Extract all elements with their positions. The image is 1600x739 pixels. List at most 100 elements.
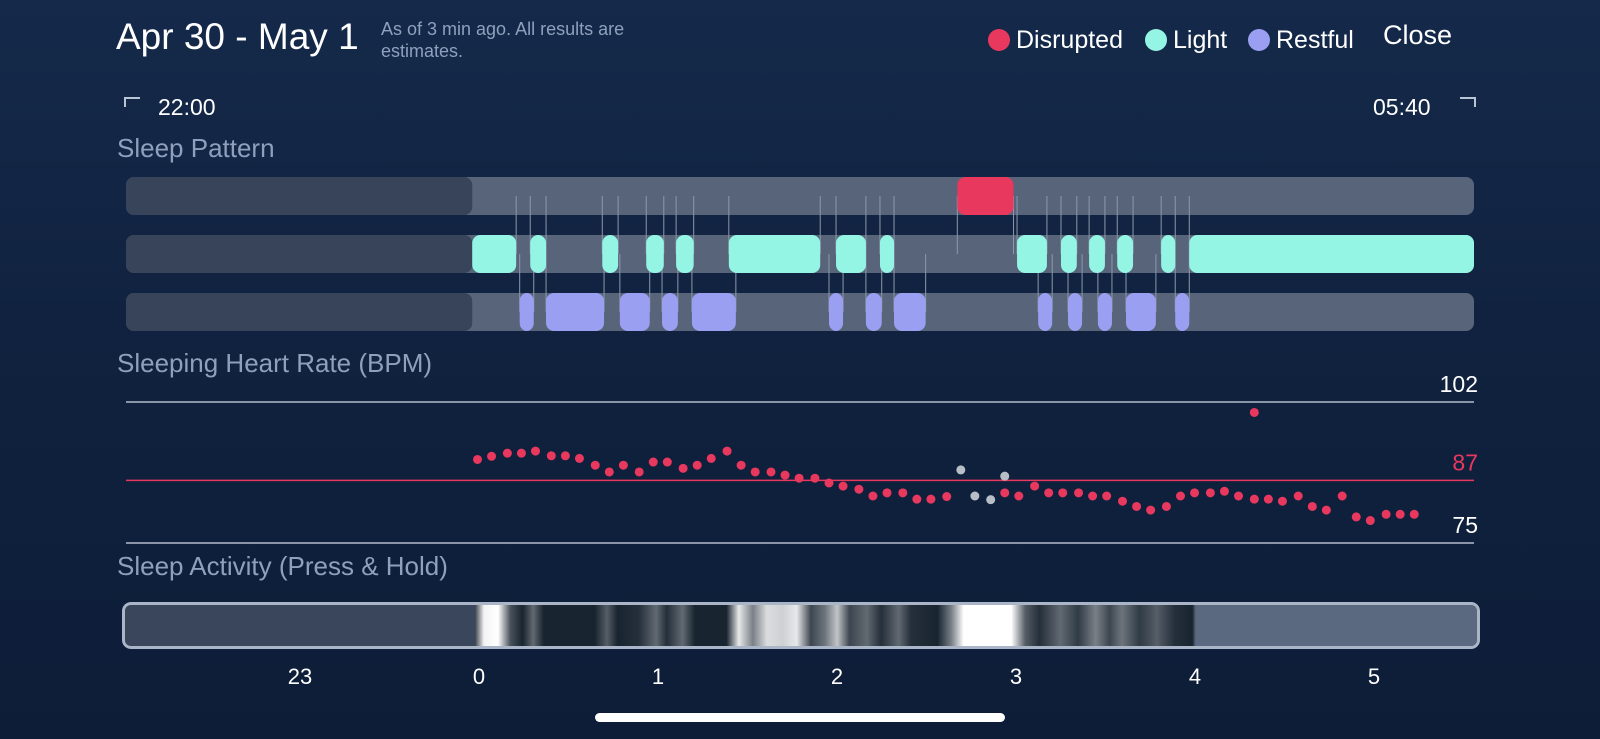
hr-point <box>1190 488 1200 498</box>
light-segment <box>836 235 866 273</box>
close-button[interactable]: Close <box>1382 20 1452 50</box>
disrupted-segment <box>957 177 1014 215</box>
hr-point <box>487 451 497 461</box>
restful-segment <box>828 293 844 331</box>
hr-point <box>898 488 908 498</box>
tick-label-0: 0 <box>472 664 486 689</box>
hr-point <box>838 481 848 491</box>
hr-point <box>1014 491 1024 501</box>
sleep-activity-heatmap <box>125 605 1477 646</box>
hr-point <box>736 460 746 470</box>
hr-point <box>560 451 570 461</box>
hr-point <box>1321 505 1331 515</box>
hr-point <box>1293 491 1303 501</box>
pattern-row-not-tracked <box>126 235 473 273</box>
hr-point <box>1263 494 1273 504</box>
hr-point <box>912 494 922 504</box>
light-dot-icon <box>1145 29 1167 51</box>
hr-point <box>590 460 600 470</box>
hr-point <box>1365 516 1375 526</box>
hr-point <box>1381 509 1391 519</box>
light-segment <box>602 235 619 273</box>
restful-segment <box>1097 293 1112 331</box>
pattern-row-not-tracked <box>126 293 473 331</box>
legend-disrupted: Disrupted <box>988 24 1123 56</box>
hr-point-excluded <box>986 495 996 505</box>
light-segment <box>1060 235 1077 273</box>
hr-point <box>706 453 716 463</box>
sleep-activity-bar[interactable] <box>122 602 1480 649</box>
end-time: 05:40 <box>1373 94 1431 120</box>
restful-segment <box>546 293 605 331</box>
hr-point <box>868 491 878 501</box>
hr-point <box>722 446 732 456</box>
end-bracket-icon <box>1460 97 1476 107</box>
hr-point <box>1118 496 1128 506</box>
hr-point <box>530 446 540 456</box>
hr-point <box>766 467 776 477</box>
hr-point <box>1074 488 1084 498</box>
hr-point <box>472 454 482 464</box>
hr-point <box>618 460 628 470</box>
restful-segment <box>1175 293 1190 331</box>
light-segment <box>676 235 694 273</box>
hr-point <box>1409 509 1419 519</box>
hr-point <box>1249 494 1259 504</box>
hr-point <box>502 448 512 458</box>
hr-point <box>810 473 820 483</box>
hr-point <box>1088 491 1098 501</box>
hr-point <box>662 457 672 467</box>
heart-rate-label: Sleeping Heart Rate (BPM) <box>117 348 433 378</box>
light-segment <box>728 235 821 273</box>
light-segment <box>879 235 895 273</box>
hr-point <box>1000 488 1010 498</box>
hr-point <box>516 448 526 458</box>
light-segment <box>472 235 517 273</box>
restful-segment <box>1038 293 1053 331</box>
hr-point <box>1030 481 1040 491</box>
light-segment <box>1089 235 1105 273</box>
tick-label-1: 1 <box>651 664 665 689</box>
hr-point <box>1058 488 1068 498</box>
tick-label-5: 5 <box>1367 664 1381 689</box>
hr-reference-label-75: 75 <box>1452 512 1478 538</box>
legend-restful-label: Restful <box>1276 25 1354 54</box>
hr-point <box>1044 488 1054 498</box>
legend-disrupted-label: Disrupted <box>1016 25 1123 54</box>
hr-point <box>824 478 834 488</box>
hr-point <box>1161 501 1171 511</box>
estimate-note: As of 3 min ago. All results are estimat… <box>381 19 625 61</box>
hr-point <box>692 460 702 470</box>
restful-segment <box>519 293 534 331</box>
restful-segment <box>619 293 650 331</box>
legend-light: Light <box>1145 24 1227 56</box>
restful-segment <box>691 293 736 331</box>
light-segment <box>646 235 664 273</box>
legend-restful: Restful <box>1248 24 1354 56</box>
hr-point <box>678 463 688 473</box>
hr-point <box>1219 486 1229 496</box>
hr-reference-label-102: 102 <box>1440 371 1478 397</box>
restful-segment <box>894 293 926 331</box>
hr-point <box>1337 491 1347 501</box>
disrupted-dot-icon <box>988 29 1010 51</box>
hr-point <box>854 484 864 494</box>
hr-point <box>574 453 584 463</box>
hr-point <box>546 451 556 461</box>
hr-point <box>1351 512 1361 522</box>
hr-point-excluded <box>956 465 966 475</box>
hr-point-excluded <box>1000 471 1010 481</box>
start-time: 22:00 <box>158 94 216 120</box>
hr-point <box>1307 501 1317 511</box>
restful-segment <box>1126 293 1156 331</box>
light-segment <box>530 235 547 273</box>
tick-label-3: 3 <box>1009 664 1023 689</box>
tick-label-4: 4 <box>1188 664 1202 689</box>
hr-point <box>942 492 952 502</box>
light-segment <box>1161 235 1176 273</box>
hr-point <box>648 457 658 467</box>
start-bracket-icon <box>124 97 140 107</box>
hr-point <box>794 473 804 483</box>
hr-point <box>1146 505 1156 515</box>
home-indicator[interactable] <box>595 713 1005 722</box>
